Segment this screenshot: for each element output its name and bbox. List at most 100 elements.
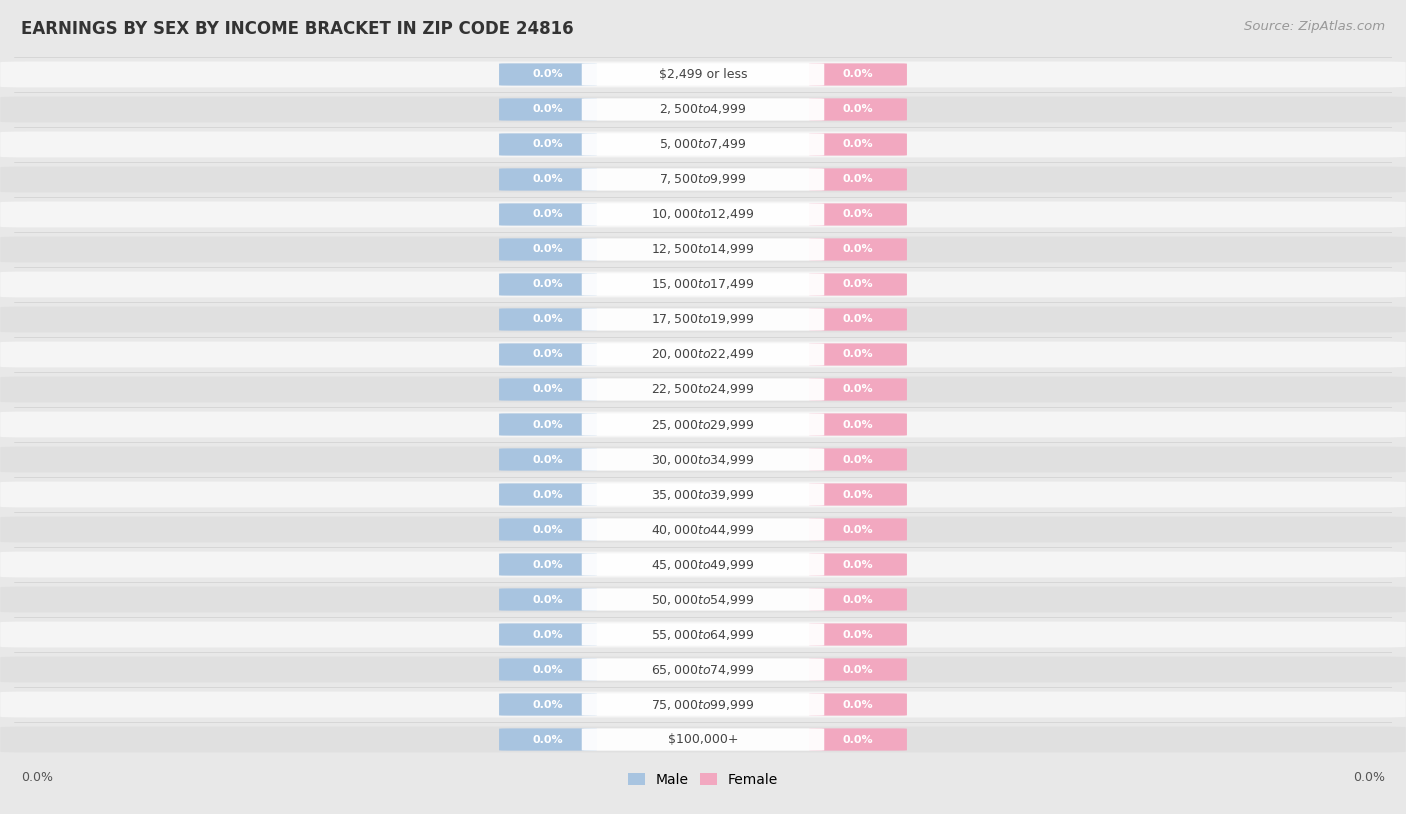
- Text: $75,000 to $99,999: $75,000 to $99,999: [651, 698, 755, 711]
- Text: 0.0%: 0.0%: [842, 629, 873, 640]
- FancyBboxPatch shape: [808, 309, 907, 330]
- FancyBboxPatch shape: [499, 519, 598, 540]
- FancyBboxPatch shape: [499, 694, 598, 716]
- Text: 0.0%: 0.0%: [533, 209, 564, 220]
- FancyBboxPatch shape: [582, 98, 824, 120]
- FancyBboxPatch shape: [582, 589, 824, 610]
- FancyBboxPatch shape: [808, 449, 907, 470]
- Text: 0.0%: 0.0%: [533, 139, 564, 150]
- FancyBboxPatch shape: [808, 694, 907, 716]
- FancyBboxPatch shape: [582, 133, 824, 155]
- FancyBboxPatch shape: [0, 272, 1406, 297]
- Text: $25,000 to $29,999: $25,000 to $29,999: [651, 418, 755, 431]
- Text: $7,500 to $9,999: $7,500 to $9,999: [659, 173, 747, 186]
- FancyBboxPatch shape: [0, 167, 1406, 192]
- FancyBboxPatch shape: [0, 622, 1406, 647]
- Text: 0.0%: 0.0%: [842, 279, 873, 290]
- Text: $15,000 to $17,499: $15,000 to $17,499: [651, 278, 755, 291]
- FancyBboxPatch shape: [808, 133, 907, 155]
- Text: $100,000+: $100,000+: [668, 733, 738, 746]
- FancyBboxPatch shape: [499, 63, 598, 85]
- Text: 0.0%: 0.0%: [842, 489, 873, 500]
- Text: $22,500 to $24,999: $22,500 to $24,999: [651, 383, 755, 396]
- FancyBboxPatch shape: [499, 624, 598, 646]
- FancyBboxPatch shape: [499, 98, 598, 120]
- Text: 0.0%: 0.0%: [533, 69, 564, 80]
- FancyBboxPatch shape: [499, 274, 598, 295]
- FancyBboxPatch shape: [582, 63, 824, 85]
- FancyBboxPatch shape: [808, 519, 907, 540]
- Text: 0.0%: 0.0%: [533, 104, 564, 115]
- FancyBboxPatch shape: [499, 239, 598, 260]
- Text: $45,000 to $49,999: $45,000 to $49,999: [651, 558, 755, 571]
- Text: 0.0%: 0.0%: [533, 419, 564, 430]
- Text: 0.0%: 0.0%: [533, 699, 564, 710]
- Text: 0.0%: 0.0%: [533, 524, 564, 535]
- FancyBboxPatch shape: [499, 449, 598, 470]
- FancyBboxPatch shape: [499, 554, 598, 575]
- FancyBboxPatch shape: [808, 554, 907, 575]
- FancyBboxPatch shape: [0, 307, 1406, 332]
- Text: 0.0%: 0.0%: [842, 384, 873, 395]
- FancyBboxPatch shape: [808, 484, 907, 505]
- FancyBboxPatch shape: [0, 727, 1406, 752]
- FancyBboxPatch shape: [499, 729, 598, 751]
- Text: Source: ZipAtlas.com: Source: ZipAtlas.com: [1244, 20, 1385, 33]
- FancyBboxPatch shape: [0, 517, 1406, 542]
- FancyBboxPatch shape: [582, 309, 824, 330]
- FancyBboxPatch shape: [582, 484, 824, 505]
- Text: 0.0%: 0.0%: [1353, 771, 1385, 784]
- Text: 0.0%: 0.0%: [842, 524, 873, 535]
- Text: 0.0%: 0.0%: [533, 279, 564, 290]
- FancyBboxPatch shape: [0, 342, 1406, 367]
- FancyBboxPatch shape: [808, 98, 907, 120]
- Text: 0.0%: 0.0%: [533, 349, 564, 360]
- Text: EARNINGS BY SEX BY INCOME BRACKET IN ZIP CODE 24816: EARNINGS BY SEX BY INCOME BRACKET IN ZIP…: [21, 20, 574, 38]
- FancyBboxPatch shape: [808, 659, 907, 681]
- Text: 0.0%: 0.0%: [842, 454, 873, 465]
- FancyBboxPatch shape: [582, 239, 824, 260]
- FancyBboxPatch shape: [808, 274, 907, 295]
- FancyBboxPatch shape: [582, 554, 824, 575]
- FancyBboxPatch shape: [499, 168, 598, 190]
- FancyBboxPatch shape: [499, 659, 598, 681]
- FancyBboxPatch shape: [0, 412, 1406, 437]
- FancyBboxPatch shape: [808, 729, 907, 751]
- Text: $5,000 to $7,499: $5,000 to $7,499: [659, 138, 747, 151]
- FancyBboxPatch shape: [808, 168, 907, 190]
- Text: 0.0%: 0.0%: [533, 244, 564, 255]
- Text: 0.0%: 0.0%: [842, 139, 873, 150]
- FancyBboxPatch shape: [0, 62, 1406, 87]
- FancyBboxPatch shape: [582, 694, 824, 716]
- Text: $65,000 to $74,999: $65,000 to $74,999: [651, 663, 755, 676]
- Text: 0.0%: 0.0%: [842, 244, 873, 255]
- FancyBboxPatch shape: [808, 63, 907, 85]
- FancyBboxPatch shape: [0, 657, 1406, 682]
- Legend: Male, Female: Male, Female: [623, 767, 783, 792]
- Text: 0.0%: 0.0%: [21, 771, 53, 784]
- Text: 0.0%: 0.0%: [533, 664, 564, 675]
- Text: 0.0%: 0.0%: [842, 349, 873, 360]
- Text: $50,000 to $54,999: $50,000 to $54,999: [651, 593, 755, 606]
- Text: $55,000 to $64,999: $55,000 to $64,999: [651, 628, 755, 641]
- Text: 0.0%: 0.0%: [533, 559, 564, 570]
- Text: 0.0%: 0.0%: [842, 734, 873, 745]
- Text: 0.0%: 0.0%: [842, 699, 873, 710]
- Text: 0.0%: 0.0%: [533, 594, 564, 605]
- FancyBboxPatch shape: [0, 237, 1406, 262]
- Text: 0.0%: 0.0%: [842, 174, 873, 185]
- Text: $12,500 to $14,999: $12,500 to $14,999: [651, 243, 755, 256]
- FancyBboxPatch shape: [0, 97, 1406, 122]
- FancyBboxPatch shape: [0, 377, 1406, 402]
- FancyBboxPatch shape: [499, 344, 598, 365]
- FancyBboxPatch shape: [582, 168, 824, 190]
- FancyBboxPatch shape: [582, 344, 824, 365]
- Text: 0.0%: 0.0%: [533, 454, 564, 465]
- Text: 0.0%: 0.0%: [842, 559, 873, 570]
- Text: $30,000 to $34,999: $30,000 to $34,999: [651, 453, 755, 466]
- FancyBboxPatch shape: [0, 587, 1406, 612]
- FancyBboxPatch shape: [499, 484, 598, 505]
- FancyBboxPatch shape: [499, 589, 598, 610]
- Text: $40,000 to $44,999: $40,000 to $44,999: [651, 523, 755, 536]
- Text: $2,500 to $4,999: $2,500 to $4,999: [659, 103, 747, 116]
